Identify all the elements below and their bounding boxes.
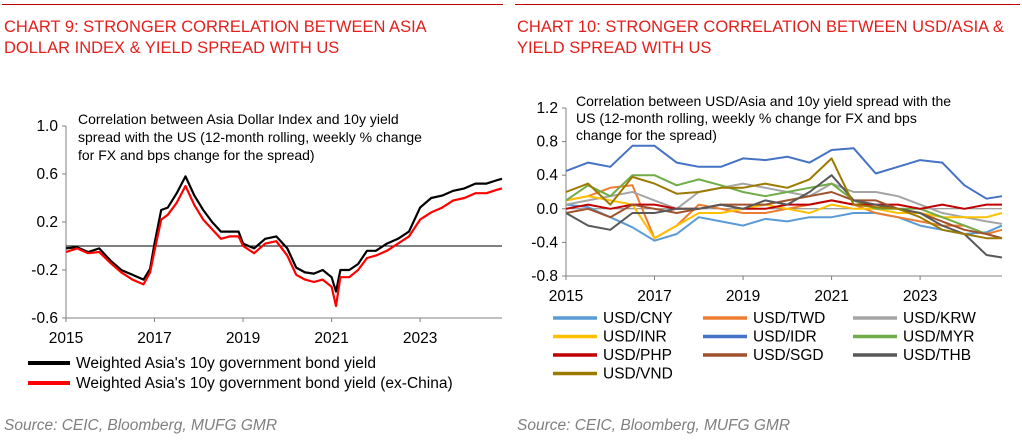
y-tick-label: 0.2 [36,214,58,231]
legend-label: Weighted Asia's 10y government bond yiel… [76,375,453,392]
legend-label: Weighted Asia's 10y government bond yiel… [76,355,376,372]
legend: Weighted Asia's 10y government bond yiel… [28,355,453,392]
legend-label: USD/SGD [753,347,824,364]
plot-area: 1.2 0.8 0.4 0.0 -0.4 -0.8 2015 2017 2019 2021 2023… [531,93,1003,305]
x-tick-label: 2023 [903,288,937,305]
legend-label: USD/THB [903,347,971,364]
y-tick-label: 0.0 [536,201,558,218]
annotation-text: Correlation between Asia Dollar Index an… [78,111,422,163]
series-line-7 [565,191,1003,240]
chart-10-panel: CHART 10: STRONGER CORRELATION BETWEEN U… [513,0,1022,445]
y-tick-label: 0.8 [536,134,558,151]
y-tick-label: -0.4 [531,234,558,251]
series-line-3 [565,195,1003,240]
chart-title: CHART 10: STRONGER CORRELATION BETWEEN U… [517,18,1004,57]
series-line-5 [565,174,1003,240]
y-tick-label: -0.8 [531,268,558,285]
chart-9-plot: 1.0 0.6 0.2 -0.2 -0.6 2015 2017 2019 2021 2023 Cor… [28,111,503,392]
x-tick-label: 2019 [226,330,260,347]
y-tick-label: -0.2 [31,262,58,279]
top-rule [2,4,503,5]
x-tick-label: 2017 [637,288,671,305]
x-tick-label: 2021 [314,330,348,347]
series-line-9 [565,157,1002,240]
x-tick-label: 2017 [137,330,171,347]
y-tick-label: 0.6 [36,166,58,183]
series-line-1 [65,184,503,308]
series-line-0 [565,203,1003,242]
legend-label: USD/MYR [903,329,974,346]
legend-label: USD/IDR [753,329,817,346]
legend-label: USD/PHP [603,347,672,364]
x-tick-label: 2015 [49,330,83,347]
annotation-text: Correlation between USD/Asia and 10y yie… [576,93,951,143]
y-tick-label: 1.0 [36,118,58,135]
legend-label: USD/KRW [903,310,976,327]
top-rule [515,4,1020,5]
y-tick-label: 0.4 [536,167,558,184]
legend-label: USD/VND [603,366,673,383]
chart-9-panel: CHART 9: STRONGER CORRELATION BETWEEN AS… [0,0,505,445]
legend: USD/CNY USD/TWD USD/KRW USD/INR USD/IDR USD/M… [553,310,976,383]
legend-label: USD/INR [603,329,667,346]
y-tick-label: -0.6 [31,310,58,327]
series-line-8 [565,174,1003,259]
x-tick-label: 2021 [814,288,848,305]
chart-10-plot: 1.2 0.8 0.4 0.0 -0.4 -0.8 2015 2017 2019 2021 2023… [531,93,1003,383]
series-line-0 [65,175,503,293]
legend-label: USD/TWD [753,310,825,327]
x-tick-label: 2019 [726,288,760,305]
source-note: Source: CEIC, Bloomberg, MUFG GMR [517,417,791,434]
x-tick-label: 2015 [549,288,583,305]
source-note: Source: CEIC, Bloomberg, MUFG GMR [4,417,278,434]
series-line-4 [565,144,1003,200]
legend-label: USD/CNY [603,310,673,327]
chart-title: CHART 9: STRONGER CORRELATION BETWEEN AS… [4,18,426,57]
x-tick-label: 2023 [403,330,437,347]
plot-area: 1.0 0.6 0.2 -0.2 -0.6 2015 2017 2019 2021 2023 Cor… [31,111,503,347]
y-tick-label: 1.2 [536,100,558,117]
